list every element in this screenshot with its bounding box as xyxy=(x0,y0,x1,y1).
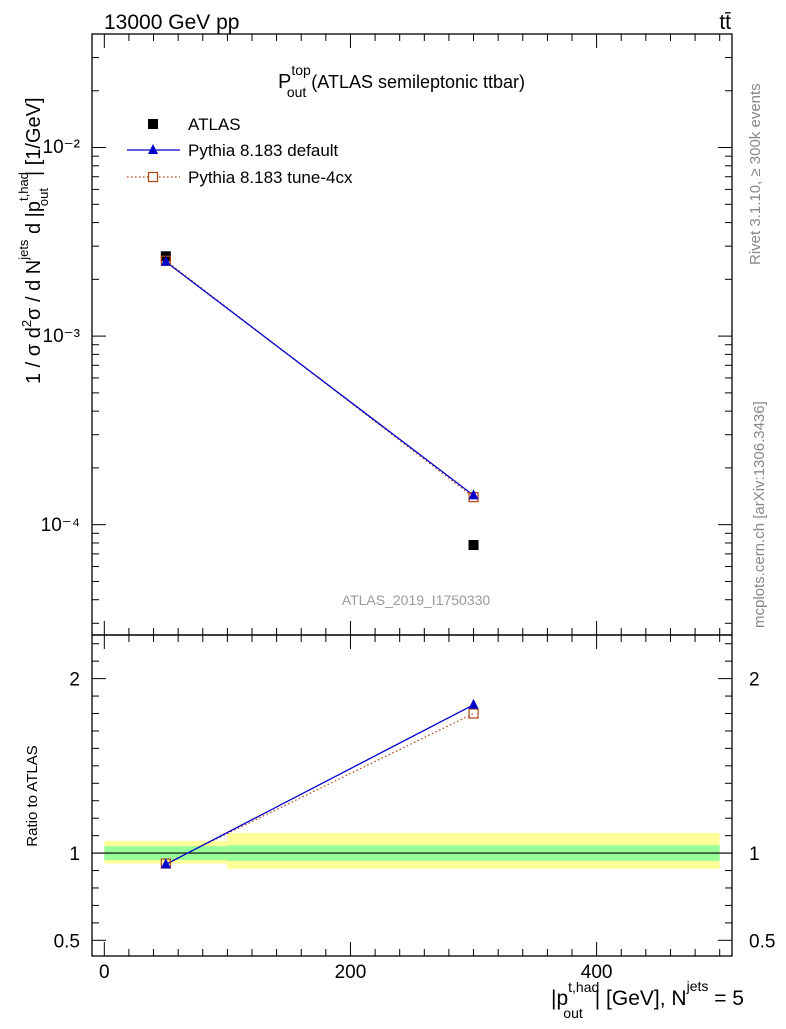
mcplots-label: mcplots.cern.ch [arXiv:1306.3436] xyxy=(751,401,768,628)
ratio-default-point xyxy=(160,858,171,869)
ratio-y-tick-label: 0.5 xyxy=(54,931,80,952)
ratio-y-tick-label-right: 1 xyxy=(749,844,760,865)
x-axis-label: |pt,had out | [GeV], Njets = 5 xyxy=(551,978,744,1021)
panel-title-sub: out xyxy=(287,84,307,100)
ratio-y-tick-labels: 0.5 0.5 1 1 2 2 xyxy=(54,670,776,953)
axis-ticks xyxy=(92,33,732,956)
x-tick-label: 0 xyxy=(99,962,110,983)
y-axis-label-sub: out xyxy=(36,188,51,206)
energy-label: 13000 GeV pp xyxy=(104,11,239,34)
default-point xyxy=(468,489,479,500)
rivet-label: Rivet 3.1.10, ≥ 300k events xyxy=(747,83,764,265)
x-axis-label-part: = 5 xyxy=(708,987,744,1010)
y-tick-label: 10⁻⁴ xyxy=(41,515,80,536)
legend-label-atlas: ATLAS xyxy=(188,115,241,134)
x-tick-labels: 0 200 400 xyxy=(99,962,612,983)
x-axis-label-sup: jets xyxy=(686,978,709,994)
ratio-panel-frame xyxy=(91,634,733,957)
panel-title-main: P xyxy=(278,71,291,93)
process-label: tt̄ xyxy=(719,11,731,34)
y-axis-label-sup: t,had xyxy=(16,172,31,201)
y-tick-label: 10⁻² xyxy=(43,137,81,158)
main-y-tick-labels: 10⁻² 10⁻³ 10⁻⁴ xyxy=(41,137,80,536)
ratio-y-tick-label-right: 0.5 xyxy=(749,931,775,952)
y-axis-label: 1 / σ d2σ / d Njets d |pt,had out | [1/GeV… xyxy=(16,97,51,384)
x-tick-label: 200 xyxy=(335,962,367,983)
legend-marker-default xyxy=(148,144,158,154)
x-tick-label: 400 xyxy=(581,962,613,983)
ratio-y-tick-label: 2 xyxy=(69,670,80,691)
panel-title: Ptop out (ATLAS semileptonic ttbar) xyxy=(278,62,525,100)
ratio-series xyxy=(160,698,479,869)
default-point xyxy=(160,255,171,266)
y-axis-label-sup: jets xyxy=(16,239,31,261)
ratio-default-point xyxy=(468,698,479,709)
ratio-default-line xyxy=(165,704,474,865)
panel-title-rest: (ATLAS semileptonic ttbar) xyxy=(306,72,525,92)
y-axis-label-part: d |p xyxy=(23,201,45,240)
x-axis-label-sub: out xyxy=(563,1005,583,1021)
analysis-tag: ATLAS_2019_I1750330 xyxy=(342,592,491,608)
ratio-uncertainty-bands xyxy=(92,833,732,869)
ratio-y-tick-label-right: 2 xyxy=(749,670,760,691)
x-axis-label-sup: t,had xyxy=(568,979,599,995)
main-series xyxy=(160,251,479,551)
x-axis-label-part: |p xyxy=(551,987,568,1010)
y-axis-label-sup: 2 xyxy=(19,320,34,327)
legend-marker-atlas xyxy=(148,119,158,129)
legend-label-default: Pythia 8.183 default xyxy=(188,141,339,160)
ratio-tune4cx-point xyxy=(468,708,479,719)
ratio-y-tick-label: 1 xyxy=(69,844,80,865)
atlas-point xyxy=(468,540,479,551)
panel-title-sup: top xyxy=(291,62,311,78)
x-axis-label-part: | [GeV], N xyxy=(595,987,687,1010)
y-axis-label-part: 1 / σ d xyxy=(23,327,45,384)
legend-marker-tune4cx xyxy=(147,171,159,183)
ratio-y-axis-label: Ratio to ATLAS xyxy=(24,745,41,846)
y-axis-label-part: | [1/GeV] xyxy=(23,97,45,176)
legend: ATLAS Pythia 8.183 default Pythia 8.183 … xyxy=(127,115,353,187)
default-line xyxy=(165,261,474,496)
y-axis-label-part: σ / d N xyxy=(23,260,45,320)
y-tick-label: 10⁻³ xyxy=(43,326,81,347)
legend-label-tune4cx: Pythia 8.183 tune-4cx xyxy=(188,168,353,187)
